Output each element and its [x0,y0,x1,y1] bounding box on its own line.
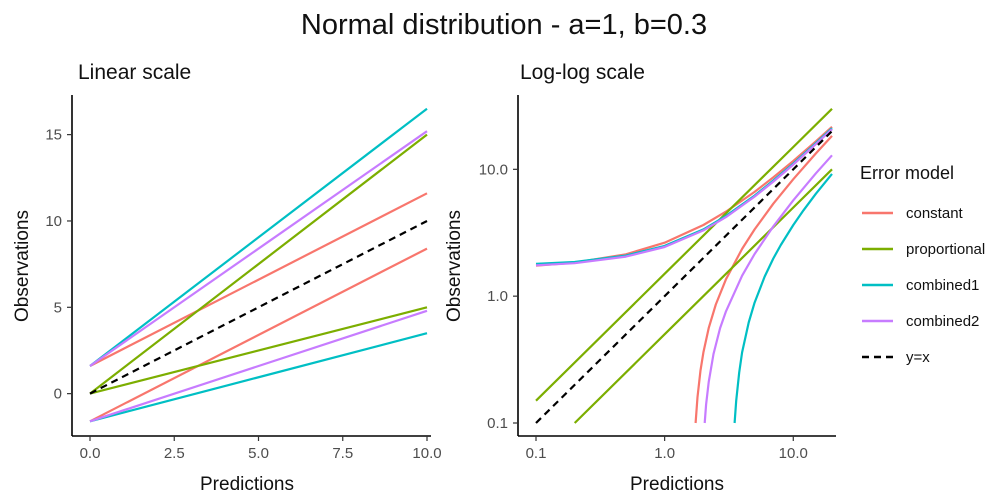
linear-scale-panel: Linear scale 0.0 2.5 5.0 7.5 10.0 0 5 10 15 Pred… [12,61,442,495]
y-tick-label: 10.0 [479,161,508,178]
y-tick-label: 10 [45,213,62,230]
identity-line [535,130,833,424]
figure-title: Normal distribution - a=1, b=0.3 [301,9,707,41]
proportional-series-line [535,108,833,402]
constant-series-line [535,125,833,267]
identity-line [89,220,428,395]
combined1-series-line [89,107,428,367]
y-tick-label: 1.0 [487,288,508,305]
loglog-y-axis-label: Observations [444,210,465,322]
y-tick-label: 15 [45,127,62,144]
loglog-x-axis-label: Predictions [630,474,724,495]
combined1-series-line [733,173,833,424]
proportional-series-line [573,168,833,424]
legend-label-combined2: combined2 [906,313,979,330]
legend-label-constant: constant [906,205,964,222]
loglog-scale-panel: Log-log scale 0.1 1.0 10.0 0.1 1.0 10.0 Predi… [444,61,836,495]
combined2-series-line [89,130,428,367]
combined1-series-line [535,127,833,265]
constant-series-line [89,192,428,367]
legend-label-proportional: proportional [906,241,985,258]
loglog-panel-title: Log-log scale [520,61,645,84]
x-tick-label: 2.5 [164,445,185,462]
proportional-series-line [89,306,428,395]
legend-items: constant proportional combined1 combined2 y=… [862,205,985,366]
y-tick-label: 0 [54,386,62,403]
legend: Error model constant proportional combined… [860,163,985,366]
linear-axes: 0.0 2.5 5.0 7.5 10.0 0 5 10 15 [45,95,442,462]
x-tick-label: 0.0 [80,445,101,462]
x-tick-label: 7.5 [332,445,353,462]
legend-title: Error model [860,163,954,183]
linear-series-lines [89,107,428,423]
legend-label-combined1: combined1 [906,277,979,294]
legend-label-y-x: y=x [906,349,930,366]
combined2-series-line [535,128,833,267]
combined1-series-line [89,332,428,423]
linear-x-axis-label: Predictions [200,474,294,495]
linear-panel-title: Linear scale [78,61,191,84]
linear-y-axis-label: Observations [12,210,33,322]
x-tick-label: 5.0 [248,445,269,462]
combined2-series-line [703,154,833,424]
constant-series-line [694,135,833,424]
x-tick-label: 10.0 [412,445,441,462]
x-tick-label: 10.0 [779,445,808,462]
x-tick-label: 0.1 [526,445,547,462]
y-tick-label: 0.1 [487,415,508,432]
loglog-axes: 0.1 1.0 10.0 0.1 1.0 10.0 [479,95,836,462]
proportional-series-line [89,133,428,395]
y-tick-label: 5 [54,299,62,316]
x-tick-label: 1.0 [654,445,675,462]
constant-series-line [89,247,428,423]
loglog-series-lines [535,108,833,424]
combined2-series-line [89,309,428,423]
